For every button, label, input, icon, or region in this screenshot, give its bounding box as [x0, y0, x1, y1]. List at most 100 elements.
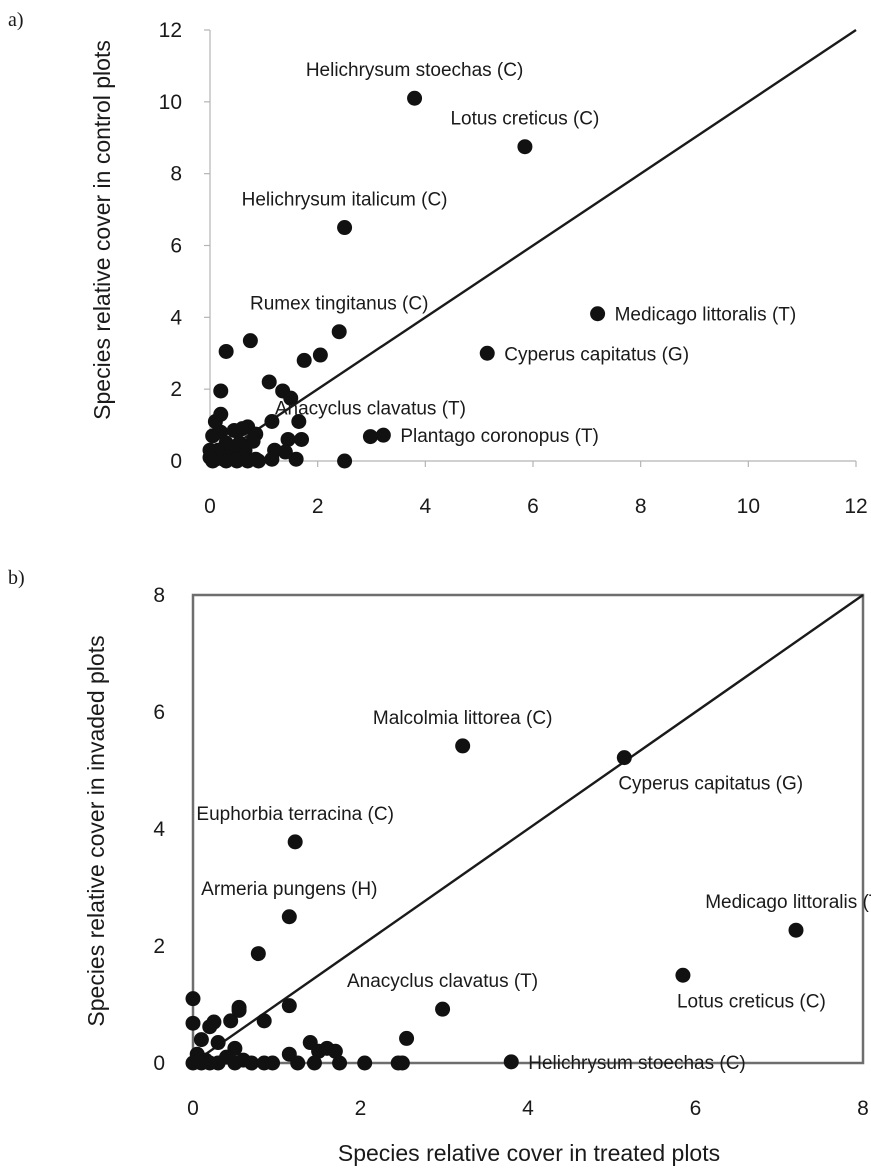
panel-a-data-point — [242, 333, 258, 349]
panel-a-data-point — [205, 453, 221, 469]
panel-b-y-tick-label: 8 — [153, 584, 165, 607]
panel-a-x-tick-label: 4 — [419, 495, 431, 518]
panel-a-species-annotation: Medicago littoralis (T) — [615, 305, 797, 326]
panel-b-species-annotation: Helichrysum stoechas (C) — [528, 1053, 746, 1074]
panel-a-x-tick-label: 0 — [204, 495, 216, 518]
panel-a-data-point — [479, 345, 495, 361]
panel-b-data-point — [244, 1055, 260, 1071]
panel-a-data-point — [218, 453, 234, 469]
panel-a-letter: a) — [8, 9, 24, 31]
panel-b-data-point — [788, 922, 804, 938]
panel-a-data-point — [234, 421, 250, 437]
panel-b-data-point — [206, 1014, 222, 1030]
panel-a-x-tick-label: 6 — [527, 495, 539, 518]
panel-a-data-point — [213, 383, 229, 399]
panel-a-data-point — [331, 324, 347, 340]
panel-b-data-point — [210, 1035, 226, 1051]
panel-a-data-point — [261, 374, 277, 390]
panel-b-data-point — [435, 1001, 451, 1017]
panel-a-data-point — [362, 429, 378, 445]
panel-a-y-axis-title: Species relative cover in control plots — [89, 40, 115, 420]
panel-a-species-annotation: Helichrysum italicum (C) — [242, 190, 448, 211]
panel-a-species-annotation: Anacyclus clavatus (T) — [275, 399, 466, 420]
panel-b-x-tick-label: 6 — [690, 1097, 702, 1120]
panel-b-data-point — [399, 1030, 415, 1046]
panel-b-data-point — [327, 1043, 343, 1059]
panel-b-x-tick-label: 2 — [355, 1097, 367, 1120]
panel-a-data-point — [312, 347, 328, 363]
panel-a-data-point — [590, 306, 606, 322]
panel-a-x-tick-label: 10 — [737, 495, 760, 518]
panel-a-species-annotation: Rumex tingitanus (C) — [250, 294, 428, 315]
panel-a-data-point — [229, 453, 245, 469]
panel-a-one-to-one-line — [209, 29, 857, 462]
panel-b-data-point — [281, 909, 297, 925]
panel-b-data-point — [306, 1055, 322, 1071]
panel-b-data-point — [223, 1013, 239, 1029]
panel-a-data-point — [407, 90, 423, 106]
panel-b-data-point — [503, 1054, 519, 1070]
panel-b-x-axis-title: Species relative cover in treated plots — [338, 1140, 720, 1166]
panel-b-data-point — [250, 946, 266, 962]
panel-a-y-tick-label: 10 — [159, 91, 182, 114]
panel-a-data-point — [264, 413, 280, 429]
panel-b-x-tick-label: 8 — [857, 1097, 869, 1120]
panel-b-data-point — [332, 1055, 348, 1071]
panel-b-plot-frame — [191, 593, 865, 1065]
panel-a: a) Species relative cover in control plo… — [8, 9, 868, 518]
panel-a-species-annotation: Helichrysum stoechas (C) — [306, 60, 524, 81]
panel-a-data-point — [294, 431, 310, 447]
panel-a-data-point — [375, 427, 391, 443]
panel-a-data-point — [250, 453, 266, 469]
panel-b-one-to-one-line — [192, 594, 864, 1064]
panel-b-species-annotation: Anacyclus clavatus (T) — [347, 971, 538, 992]
panel-a-data-point — [517, 139, 533, 155]
panel-b-data-point — [357, 1055, 373, 1071]
panel-b-y-axis-title: Species relative cover in invaded plots — [83, 635, 109, 1026]
panel-b-y-tick-label: 0 — [153, 1052, 165, 1075]
panel-b-data-point — [256, 1013, 272, 1029]
panel-b-data-point — [202, 1055, 218, 1071]
panel-a-y-tick-label: 12 — [159, 19, 182, 42]
panel-b-species-annotation: Euphorbia terracina (C) — [196, 804, 393, 825]
panel-b-data-point — [290, 1055, 306, 1071]
panel-b-data-point — [265, 1055, 281, 1071]
panel-a-y-tick-label: 2 — [170, 378, 182, 401]
panel-a-y-tick-label: 6 — [170, 235, 182, 258]
panel-a-y-tick-label: 8 — [170, 163, 182, 186]
panel-b-data-point — [231, 1002, 247, 1018]
panel-a-data-point — [280, 431, 296, 447]
panel-a-data-point — [337, 220, 353, 236]
panel-b-y-tick-label: 6 — [153, 701, 165, 724]
panel-a-x-tick-label: 12 — [844, 495, 867, 518]
panel-b-data-point — [675, 967, 691, 983]
panel-a-species-annotation: Cyperus capitatus (G) — [504, 344, 689, 365]
panel-b-data-point — [185, 991, 201, 1007]
panel-b-data-point — [394, 1055, 410, 1071]
panel-a-species-annotation: Plantago coronopus (T) — [400, 426, 599, 447]
panel-b-data-point — [281, 998, 297, 1014]
panel-b-data-point — [455, 738, 471, 754]
panel-a-data-point — [213, 406, 229, 422]
panel-a-data-point — [218, 343, 234, 359]
panel-a-x-tick-label: 2 — [312, 495, 324, 518]
panel-b-species-annotation: Cyperus capitatus (G) — [618, 774, 803, 795]
panel-b: b) Species relative cover in invaded plo… — [8, 567, 871, 1166]
panel-b-y-tick-label: 4 — [153, 818, 165, 841]
panel-b-data-point — [185, 1015, 201, 1031]
panel-a-y-tick-label: 0 — [170, 450, 182, 473]
panel-a-data-point — [264, 451, 280, 467]
panel-b-species-annotation: Malcolmia littorea (C) — [373, 708, 552, 729]
panel-b-data-point — [227, 1055, 243, 1071]
panel-b-data-point — [287, 834, 303, 850]
panel-a-data-point — [291, 413, 307, 429]
panel-b-data-point — [616, 750, 632, 766]
panel-a-data-point — [277, 444, 293, 460]
panel-a-species-annotation: Lotus creticus (C) — [450, 109, 599, 130]
panel-b-y-tick-label: 2 — [153, 935, 165, 958]
panel-a-data-point — [296, 352, 312, 368]
panel-b-letter: b) — [8, 567, 25, 589]
panel-a-data-point — [337, 453, 353, 469]
panel-b-species-annotation: Armeria pungens (H) — [201, 879, 377, 900]
